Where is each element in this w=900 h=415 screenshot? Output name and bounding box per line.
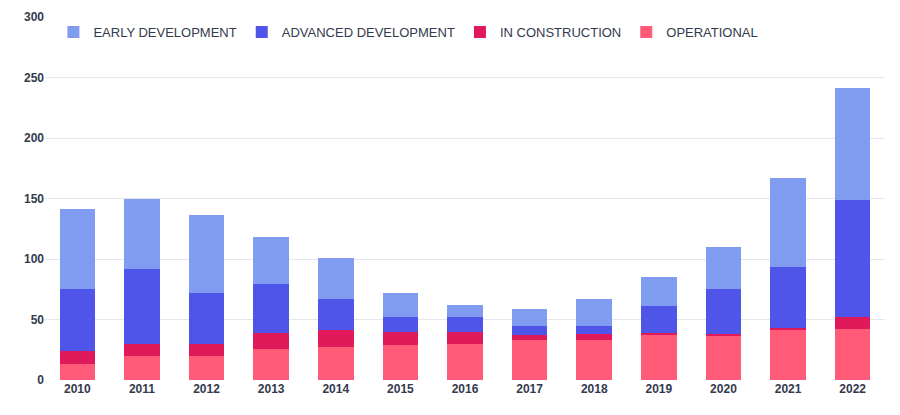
- svg-text:EARLY DEVELOPMENT: EARLY DEVELOPMENT: [93, 25, 236, 40]
- svg-text:2014: 2014: [322, 382, 349, 396]
- svg-text:2010: 2010: [64, 382, 91, 396]
- svg-text:300: 300: [24, 10, 44, 24]
- svg-text:IN CONSTRUCTION: IN CONSTRUCTION: [500, 25, 621, 40]
- svg-text:0: 0: [37, 373, 44, 387]
- svg-text:2017: 2017: [516, 382, 543, 396]
- svg-text:250: 250: [24, 71, 44, 85]
- svg-text:2018: 2018: [581, 382, 608, 396]
- svg-text:OPERATIONAL: OPERATIONAL: [666, 25, 758, 40]
- svg-text:50: 50: [31, 313, 45, 327]
- svg-text:2019: 2019: [645, 382, 672, 396]
- svg-text:2012: 2012: [193, 382, 220, 396]
- svg-text:2013: 2013: [258, 382, 285, 396]
- svg-text:2011: 2011: [129, 382, 155, 396]
- svg-text:150: 150: [24, 192, 44, 206]
- svg-text:2015: 2015: [387, 382, 414, 396]
- svg-text:2016: 2016: [452, 382, 479, 396]
- svg-text:200: 200: [24, 131, 44, 145]
- svg-text:2022: 2022: [839, 382, 866, 396]
- svg-text:2020: 2020: [710, 382, 737, 396]
- svg-text:ADVANCED DEVELOPMENT: ADVANCED DEVELOPMENT: [282, 25, 455, 40]
- svg-text:2021: 2021: [775, 382, 802, 396]
- svg-text:100: 100: [24, 252, 44, 266]
